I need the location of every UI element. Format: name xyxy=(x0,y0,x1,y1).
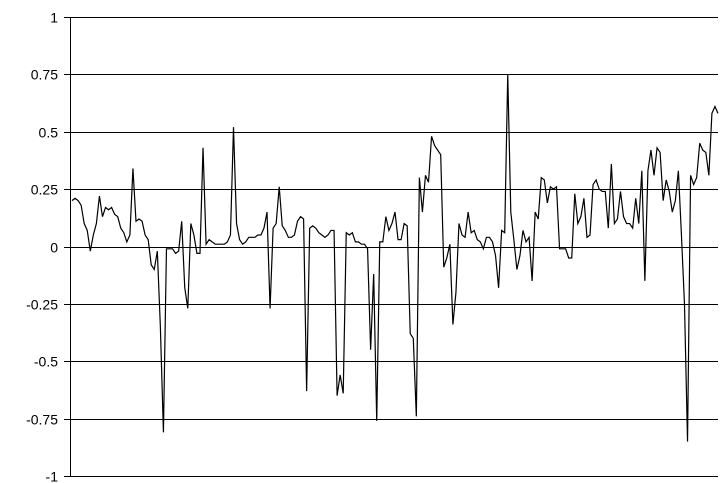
y-axis xyxy=(64,17,71,477)
y-tick-label-0: 1 xyxy=(50,10,58,26)
y-tick-label-7: -0.75 xyxy=(26,412,58,428)
y-tick-label-3: 0.25 xyxy=(31,182,58,198)
y-tick-label-4: 0 xyxy=(50,240,58,256)
grid-lines xyxy=(70,17,718,477)
y-tick-label-1: 0.75 xyxy=(31,67,58,83)
series-line-0 xyxy=(71,74,719,442)
y-tick-label-2: 0.5 xyxy=(39,125,59,141)
y-tick-label-8: -1 xyxy=(46,469,59,483)
series-group xyxy=(71,74,719,442)
y-tick-labels: 1 0.75 0.5 0.25 0 -0.25 -0.5 -0.75 -1 xyxy=(26,10,58,483)
y-tick-label-5: -0.25 xyxy=(26,297,58,313)
y-tick-label-6: -0.5 xyxy=(34,354,58,370)
